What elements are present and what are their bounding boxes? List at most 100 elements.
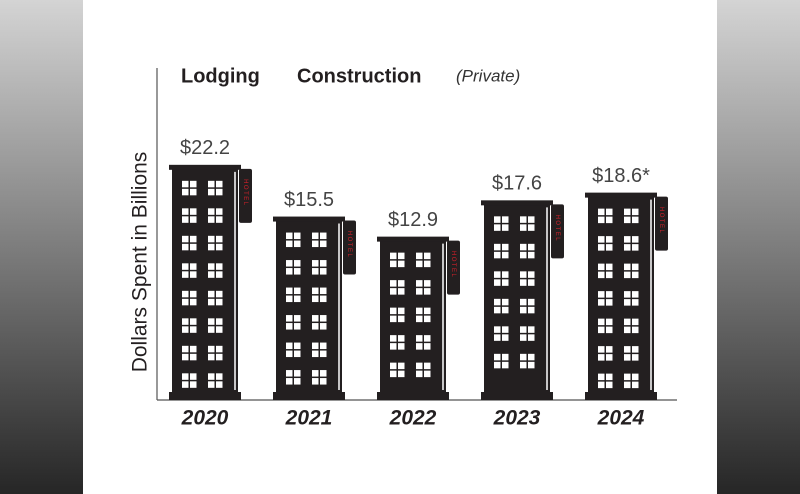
window xyxy=(182,381,189,388)
window xyxy=(286,232,293,240)
window xyxy=(294,287,301,295)
roof xyxy=(169,164,241,170)
window xyxy=(208,188,215,196)
window xyxy=(294,268,301,275)
sign-text: HOTEL xyxy=(554,215,560,243)
window xyxy=(598,318,605,326)
window xyxy=(624,326,631,334)
bar xyxy=(276,218,342,400)
window xyxy=(216,353,223,361)
window xyxy=(632,244,639,251)
window xyxy=(312,315,319,322)
window xyxy=(624,381,631,389)
window xyxy=(494,361,501,369)
window xyxy=(632,318,639,326)
chart-title: Lodging xyxy=(181,65,260,87)
window xyxy=(294,315,301,322)
window xyxy=(528,279,535,286)
window xyxy=(208,235,215,243)
window xyxy=(494,353,501,361)
window xyxy=(416,370,423,378)
window xyxy=(216,263,223,270)
window xyxy=(502,251,509,259)
window xyxy=(598,263,605,271)
chart-title: Construction xyxy=(297,65,421,87)
window xyxy=(528,326,535,333)
window xyxy=(606,208,613,216)
window xyxy=(494,306,501,314)
window xyxy=(190,208,197,215)
window xyxy=(312,378,319,385)
window xyxy=(182,243,189,251)
window xyxy=(494,298,501,306)
window xyxy=(182,318,189,325)
window xyxy=(494,216,501,223)
window xyxy=(286,287,293,295)
window xyxy=(208,353,215,361)
window xyxy=(520,279,527,286)
window xyxy=(320,342,327,350)
window xyxy=(598,244,605,251)
window xyxy=(520,216,527,223)
window xyxy=(606,299,613,306)
window xyxy=(416,315,423,323)
window xyxy=(294,378,301,385)
window xyxy=(182,188,189,196)
window xyxy=(182,263,189,270)
window xyxy=(528,243,535,251)
x-tick-label: 2023 xyxy=(493,407,541,430)
window xyxy=(502,271,509,278)
window xyxy=(520,271,527,278)
window xyxy=(390,343,397,350)
window xyxy=(208,290,215,298)
base xyxy=(585,392,657,400)
window xyxy=(606,346,613,353)
window xyxy=(182,373,189,380)
window xyxy=(312,287,319,295)
value-label: $17.6 xyxy=(492,173,542,195)
window xyxy=(208,318,215,325)
window xyxy=(494,243,501,251)
window xyxy=(632,346,639,353)
sign xyxy=(343,220,356,275)
window xyxy=(424,370,431,378)
window xyxy=(398,370,405,378)
window xyxy=(208,381,215,388)
window xyxy=(528,306,535,314)
window xyxy=(294,232,301,240)
window xyxy=(632,299,639,306)
window xyxy=(182,216,189,223)
window xyxy=(424,280,431,287)
window xyxy=(294,295,301,303)
bar xyxy=(484,202,550,400)
window xyxy=(390,370,397,378)
window xyxy=(182,208,189,215)
window xyxy=(502,243,509,251)
window xyxy=(190,290,197,298)
x-tick-label: 2021 xyxy=(285,407,333,430)
window xyxy=(502,361,509,369)
window xyxy=(190,180,197,188)
window xyxy=(208,326,215,333)
window xyxy=(216,345,223,353)
window xyxy=(216,208,223,215)
window xyxy=(390,362,397,370)
window xyxy=(190,263,197,270)
window xyxy=(286,323,293,330)
window xyxy=(624,263,631,271)
window xyxy=(208,271,215,278)
window xyxy=(216,290,223,298)
window xyxy=(520,361,527,369)
window xyxy=(390,335,397,342)
window xyxy=(390,252,397,260)
window xyxy=(606,326,613,334)
window xyxy=(624,346,631,353)
window xyxy=(390,280,397,287)
window xyxy=(624,208,631,216)
window xyxy=(528,298,535,306)
window xyxy=(416,288,423,295)
window xyxy=(624,354,631,361)
window xyxy=(190,216,197,223)
window xyxy=(190,353,197,361)
side-panel xyxy=(0,0,83,494)
